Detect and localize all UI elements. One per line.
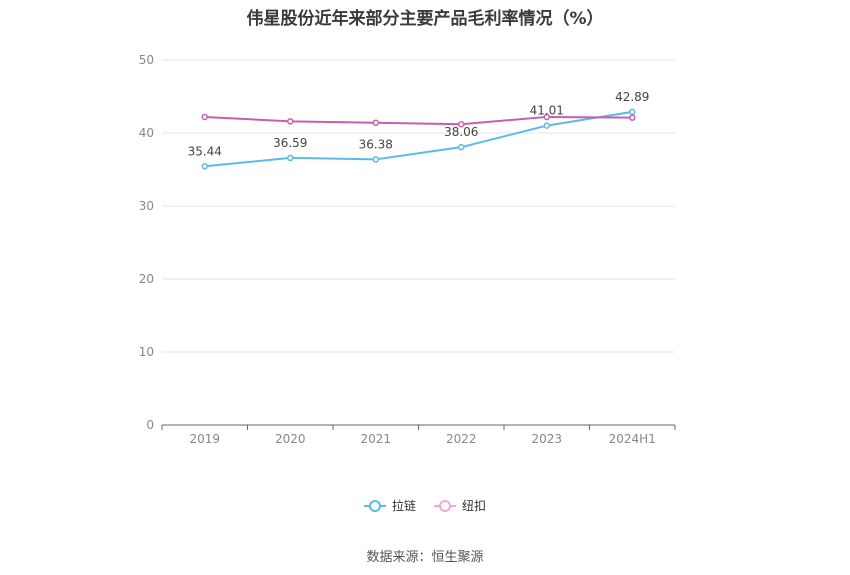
point-button-2019	[201, 113, 208, 121]
data-source: 数据来源：恒生聚源	[366, 550, 484, 565]
point-zipper-2019	[201, 163, 208, 170]
y-tick-label-20: 20	[139, 272, 154, 286]
legend-swatch-button	[434, 499, 456, 513]
y-tick-label-30: 30	[139, 199, 154, 213]
point-zipper-2023	[543, 122, 550, 129]
data-label-zipper-2023: 41.01	[530, 104, 564, 118]
legend-item-button[interactable]: 纽扣	[434, 497, 486, 514]
y-tick-label-10: 10	[139, 345, 154, 359]
data-label-zipper-2021: 36.38	[359, 137, 393, 151]
legend-dot-button	[439, 499, 451, 512]
point-button-2020	[287, 118, 294, 125]
point-button-2024H1	[629, 114, 636, 121]
chart-title: 伟星股份近年来部分主要产品毛利率情况（%）	[246, 9, 604, 29]
point-zipper-2021	[372, 156, 379, 163]
legend: 拉链 纽扣	[0, 497, 850, 514]
axis-layer: 0 10 20 30 40 50 2019 2020 2021 2022 2023 2024H1	[139, 53, 676, 446]
point-zipper-2022	[458, 143, 465, 151]
legend-dot-zipper	[368, 499, 381, 512]
legend-label-button: 纽扣	[462, 499, 487, 513]
grid-layer	[162, 59, 675, 353]
legend-item-zipper[interactable]: 拉链	[363, 497, 416, 514]
data-label-zipper-2022: 38.06	[444, 125, 478, 139]
x-tick-label-2024H1: 2024H1	[609, 432, 656, 446]
x-tick-label-2022: 2022	[446, 432, 477, 446]
y-tick-label-40: 40	[139, 126, 154, 140]
point-zipper-2024H1	[629, 108, 636, 116]
legend-swatch-zipper	[363, 499, 386, 513]
x-tick-label-2021: 2021	[360, 432, 391, 446]
legend-label-zipper: 拉链	[391, 499, 416, 513]
point-button-2022	[458, 120, 465, 128]
series-line-button	[204, 115, 633, 126]
point-zipper-2020	[287, 154, 294, 162]
x-tick-label-2019: 2019	[189, 432, 220, 446]
point-button-2021	[372, 119, 379, 127]
y-tick-label-50: 50	[139, 53, 154, 67]
point-button-2023	[543, 113, 550, 121]
data-label-zipper-2019: 35.44	[188, 144, 222, 158]
data-label-zipper-2024H1: 42.89	[615, 90, 649, 104]
x-tick-label-2020: 2020	[275, 432, 306, 446]
data-label-layer: 35.44 36.59 36.38 38.06 41.01 42.89	[188, 90, 650, 158]
series-layer	[201, 108, 636, 170]
data-label-zipper-2020: 36.59	[273, 136, 307, 150]
x-tick-label-2023: 2023	[531, 432, 562, 446]
y-tick-label-0: 0	[146, 418, 154, 432]
series-line-zipper	[204, 110, 633, 168]
